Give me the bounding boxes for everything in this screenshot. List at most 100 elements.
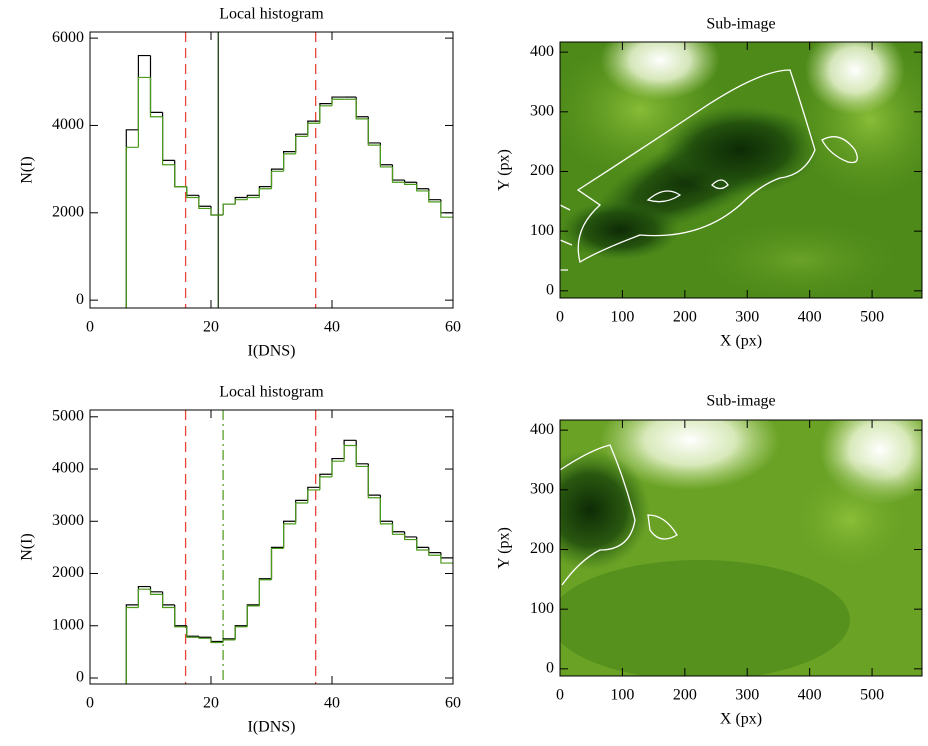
y-tick-label: 100 [530,600,554,617]
histogram-step [125,606,139,684]
histogram-step [198,195,211,207]
x-tick-label: 20 [203,319,219,336]
y-tick-label: 0 [76,291,84,308]
histogram-step [210,637,224,643]
x-tick-label: 40 [324,319,340,336]
y-tick-label: 0 [546,282,554,299]
histogram-step [222,203,236,215]
histogram-step [404,531,417,538]
histogram-step [404,534,417,541]
histogram-step [125,146,139,308]
x-tick-label: 200 [673,309,697,326]
x-axis-label: X (px) [720,333,762,350]
histogram-step [125,129,139,308]
plot-frame [559,41,923,299]
y-tick-label: 100 [530,222,554,239]
x-tick-label: 500 [860,309,884,326]
histogram-step [186,626,199,638]
histogram-step [283,523,296,549]
x-tick-label: 100 [610,309,634,326]
histogram-step [234,625,248,639]
histogram-step [162,116,175,166]
chart-title: Sub-image [706,393,775,410]
histogram-step [416,539,429,551]
histogram-step [404,182,417,186]
histogram-step [246,604,260,626]
x-tick-label: 60 [445,319,461,336]
x-tick-label: 20 [203,695,219,712]
histogram-step [234,196,248,205]
histogram-step [186,186,199,199]
histogram-step [331,460,345,477]
histogram-step [258,188,272,198]
y-tick-label: 400 [530,421,554,438]
x-tick-label: 100 [610,687,634,704]
histogram-step [149,589,163,596]
histogram-step [246,194,260,198]
histogram-step [367,116,381,144]
histogram-step [295,502,308,524]
histogram-step [270,547,284,580]
plot-frame [89,31,454,309]
y-tick-label: 300 [530,102,554,119]
y-tick-label: 1000 [52,616,84,633]
histogram-step [258,185,272,196]
histogram-step [222,203,236,215]
histogram-step [234,199,248,205]
histogram-step [355,440,369,465]
histogram-step [319,476,332,490]
y-tick-label: 2000 [52,203,84,220]
histogram-step [391,521,405,533]
histogram-step [307,122,320,137]
histogram-step [379,495,393,522]
histogram-step [391,166,405,183]
y-tick-label: 200 [530,162,554,179]
x-tick-label: 300 [735,309,759,326]
histogram-step [343,439,357,459]
x-tick-label: 300 [735,687,759,704]
histogram-step [198,637,211,639]
histogram-step [174,164,187,188]
histogram-step [162,112,175,161]
histogram-step [416,182,429,190]
histogram-step [367,466,381,499]
y-tick-label: 200 [530,540,554,557]
histogram-step [428,188,441,201]
histogram-step [162,594,175,609]
histogram-step [210,206,224,216]
histogram-step [416,536,429,548]
y-tick-label: 3000 [52,512,84,529]
histogram-step [137,54,151,130]
histogram-step [283,153,296,172]
histogram-step [391,523,405,535]
histogram-step [307,489,320,503]
x-tick-label: 0 [86,319,94,336]
sub-image-1 [560,42,922,298]
histogram-step [198,636,211,638]
histogram-step [404,180,417,183]
histogram-step [283,520,296,548]
histogram-step [222,639,236,643]
histogram-step [246,196,260,200]
plot-frame [89,409,454,685]
histogram-step [270,170,284,189]
chart-title: Local histogram [219,384,324,401]
histogram-step [198,197,211,210]
chart-title: Sub-image [706,16,775,33]
histogram-step [210,208,224,216]
histogram-step [234,626,248,640]
y-axis-label: N(I) [19,156,36,184]
y-tick-label: 4000 [52,460,84,477]
sub-image-2 [560,420,922,676]
x-tick-label: 400 [798,687,822,704]
histogram-step [428,190,441,203]
y-tick-label: 6000 [52,29,84,46]
histogram-step [416,184,429,192]
histogram-step [174,607,187,628]
x-axis-label: I(DNS) [248,719,296,736]
histogram-step [270,546,284,579]
histogram-step [440,199,453,214]
histogram-step [379,145,393,168]
histogram-step [137,588,151,608]
